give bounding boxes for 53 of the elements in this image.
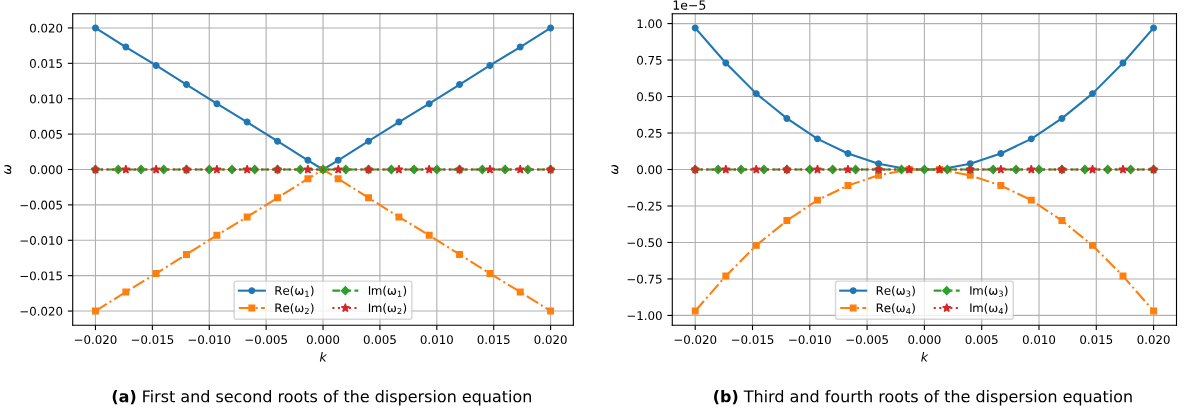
- y-tick-label: 0.50: [637, 92, 662, 102]
- y-tick-label: 0.000: [29, 165, 63, 175]
- x-tick-label: 0.020: [534, 335, 567, 345]
- x-tick-label: −0.020: [74, 335, 117, 345]
- legend-label: Im(ω$_{3}$): [970, 285, 1008, 297]
- x-tick-label: −0.010: [188, 335, 231, 345]
- y-tick-label: −1.00: [627, 311, 662, 321]
- x-tick-label: 0.010: [420, 335, 453, 345]
- x-tick-label: 0.010: [1022, 335, 1056, 345]
- y-tick-label: 0.015: [29, 59, 62, 68]
- x-tick-label: −0.015: [731, 335, 774, 345]
- x-tick-label: 0.005: [965, 335, 998, 345]
- x-tick-label: −0.010: [789, 335, 831, 345]
- y-tick-label: 0.010: [29, 94, 63, 104]
- text: (b): [714, 390, 738, 405]
- legend-label: Re(ω$_{1}$): [275, 285, 314, 297]
- x-tick-label: −0.020: [674, 335, 717, 345]
- y-tick-label: 0.00: [637, 165, 662, 175]
- x-axis-title: k: [319, 351, 328, 362]
- y-tick-label: 0.005: [29, 129, 62, 139]
- x-tick-label: −0.005: [245, 335, 287, 345]
- y-tick-label: −0.75: [627, 274, 662, 284]
- text: 1e−5: [673, 0, 706, 10]
- legend-label: Im(ω$_{2}$): [368, 303, 407, 315]
- y-tick-label: 0.020: [29, 23, 63, 33]
- y-tick-label: 0.25: [637, 128, 662, 138]
- y-tick-label: −0.50: [627, 238, 662, 248]
- x-tick-label: 0.020: [1137, 335, 1170, 345]
- y-tick-label: 1.00: [637, 19, 662, 29]
- y-tick-label: −0.020: [20, 306, 63, 316]
- x-tick-label: 0.015: [477, 335, 510, 345]
- legend-label: Re(ω$_{4}$): [876, 303, 915, 315]
- legend-label: Re(ω$_{3}$): [876, 285, 915, 297]
- y-tick-label: −0.25: [627, 201, 662, 211]
- x-tick-label: 0.015: [1080, 335, 1113, 345]
- x-tick-label: 0.000: [908, 335, 941, 345]
- x-tick-label: 0.005: [363, 335, 396, 345]
- y-axis-title: ω: [611, 165, 619, 175]
- legend-label: Im(ω$_{1}$): [368, 285, 407, 297]
- y-tick-label: −0.010: [20, 236, 63, 245]
- text: (a): [112, 390, 136, 405]
- y-tick-label: −0.015: [20, 271, 62, 281]
- x-tick-label: 0.000: [306, 335, 340, 345]
- legend-label: Im(ω$_{4}$): [970, 303, 1008, 315]
- y-axis-title: ω: [4, 165, 12, 175]
- legend-label: Re(ω$_{2}$): [275, 303, 314, 315]
- y-tick-label: −0.005: [20, 200, 62, 210]
- text: First and second roots of the dispersion equation: [143, 390, 531, 406]
- x-axis-title: k: [921, 351, 929, 362]
- text: Third and fourth roots of the dispersion equation: [743, 390, 1132, 406]
- y-tick-label: 0.75: [637, 55, 662, 65]
- x-tick-label: −0.015: [131, 335, 174, 345]
- x-tick-label: −0.005: [846, 335, 888, 345]
